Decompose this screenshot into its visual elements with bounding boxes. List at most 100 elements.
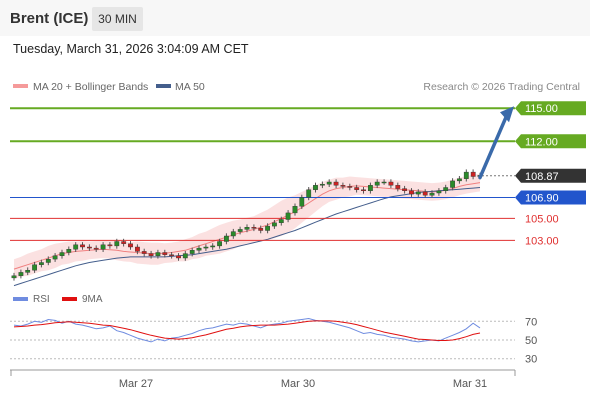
candle-body (415, 191, 421, 195)
level-label-box (515, 134, 586, 149)
candle-body (176, 255, 181, 259)
candle-body (470, 171, 476, 177)
level-label-text: 106.90 (525, 193, 559, 205)
candle-body (141, 251, 147, 254)
candle-body (320, 183, 325, 186)
candle-body (429, 192, 435, 196)
candle-body (402, 188, 407, 192)
timeframe-badge[interactable]: 30 MIN (98, 12, 137, 26)
candle-body (292, 206, 298, 214)
candle-body (361, 189, 366, 191)
rsi-ma9-line (13, 320, 481, 341)
candle-body (196, 247, 202, 251)
candle-body (39, 262, 44, 265)
timeframe-badge-bg (92, 7, 143, 31)
candle-body (395, 185, 401, 189)
candles (11, 169, 483, 281)
candle-body (340, 185, 346, 187)
candle-body (443, 187, 449, 191)
candle-body (306, 189, 312, 198)
candle-body (237, 229, 243, 232)
candle-body (52, 255, 58, 260)
candle-body (381, 181, 387, 184)
timestamp-text: Tuesday, March 31, 2026 3:04:09 AM CET (13, 42, 249, 56)
level-label-box (515, 168, 586, 183)
candle-body (155, 252, 161, 256)
level-label-text: 112.00 (525, 136, 558, 148)
rsi-level-label: 30 (525, 354, 537, 366)
candle-body (463, 171, 469, 179)
rsi-line (13, 317, 481, 343)
rsi-level-label: 50 (525, 335, 537, 347)
ma9-legend-label: 9MA (82, 294, 103, 305)
candle-body (93, 247, 99, 250)
x-axis: Mar 27 Mar 30 Mar 31 (10, 369, 516, 390)
ma9-legend-swatch (62, 297, 77, 301)
candle-body (450, 180, 455, 188)
rsi-panel: 70 50 30 (10, 316, 537, 366)
candle-body (272, 222, 277, 227)
candle-body (203, 246, 209, 249)
level-label-box (515, 190, 586, 205)
candle-body (457, 178, 462, 182)
candle-body (66, 248, 72, 253)
level-labels: 115.00 112.00 108.87 106.90 105.00 103.00 (515, 101, 586, 247)
candle-body (285, 212, 291, 220)
candle-body (182, 253, 188, 259)
candle-body (25, 270, 31, 273)
level-label-box (515, 101, 586, 116)
candle-body (80, 244, 85, 248)
candle-body (18, 272, 24, 276)
ma20-legend-swatch (13, 84, 28, 88)
candle-body (299, 197, 305, 207)
header-bar (0, 0, 590, 36)
candle-body (313, 185, 318, 190)
candle-body (409, 190, 414, 195)
candle-body (223, 235, 229, 242)
candle-body (134, 246, 140, 252)
candle-body (100, 244, 106, 250)
candle-body (436, 190, 442, 194)
candle-body (162, 252, 168, 255)
candle-body (45, 259, 51, 263)
ma20-legend-label: MA 20 + Bollinger Bands (33, 81, 148, 93)
x-tick-label: Mar 30 (281, 378, 315, 390)
candle-body (148, 253, 154, 257)
candle-body (73, 244, 79, 250)
candle-body (128, 243, 133, 248)
candle-body (121, 241, 127, 244)
rsi-legend-swatch (13, 297, 28, 301)
level-label-text: 103.00 (525, 235, 559, 247)
candle-body (217, 241, 222, 247)
candle-body (244, 226, 250, 230)
candle-body (59, 252, 65, 256)
candle-body (354, 187, 360, 190)
price-levels (10, 107, 515, 241)
candle-body (189, 250, 195, 254)
candle-body (114, 241, 120, 247)
candle-body (374, 181, 380, 186)
x-tick-label: Mar 31 (453, 378, 487, 390)
candle-body (326, 181, 332, 185)
level-label-text: 105.00 (525, 213, 559, 225)
ma50-legend-swatch (156, 84, 171, 88)
candle-body (278, 219, 284, 223)
rsi-legend-label: RSI (33, 294, 50, 305)
arrow-head (500, 106, 514, 123)
candle-body (388, 181, 394, 186)
level-label-text: 115.00 (525, 103, 558, 115)
candle-body (368, 185, 373, 192)
candle-body (265, 225, 270, 231)
candle-body (86, 246, 92, 249)
level-label-text: 108.87 (525, 171, 559, 183)
rsi-level-label: 70 (525, 316, 537, 328)
arrow-shaft (478, 115, 508, 180)
target-arrow (478, 106, 514, 180)
candle-body (11, 275, 17, 279)
candle-body (230, 231, 236, 237)
candle-body (32, 264, 38, 271)
candle-body (107, 244, 113, 247)
candle-body (169, 254, 174, 256)
